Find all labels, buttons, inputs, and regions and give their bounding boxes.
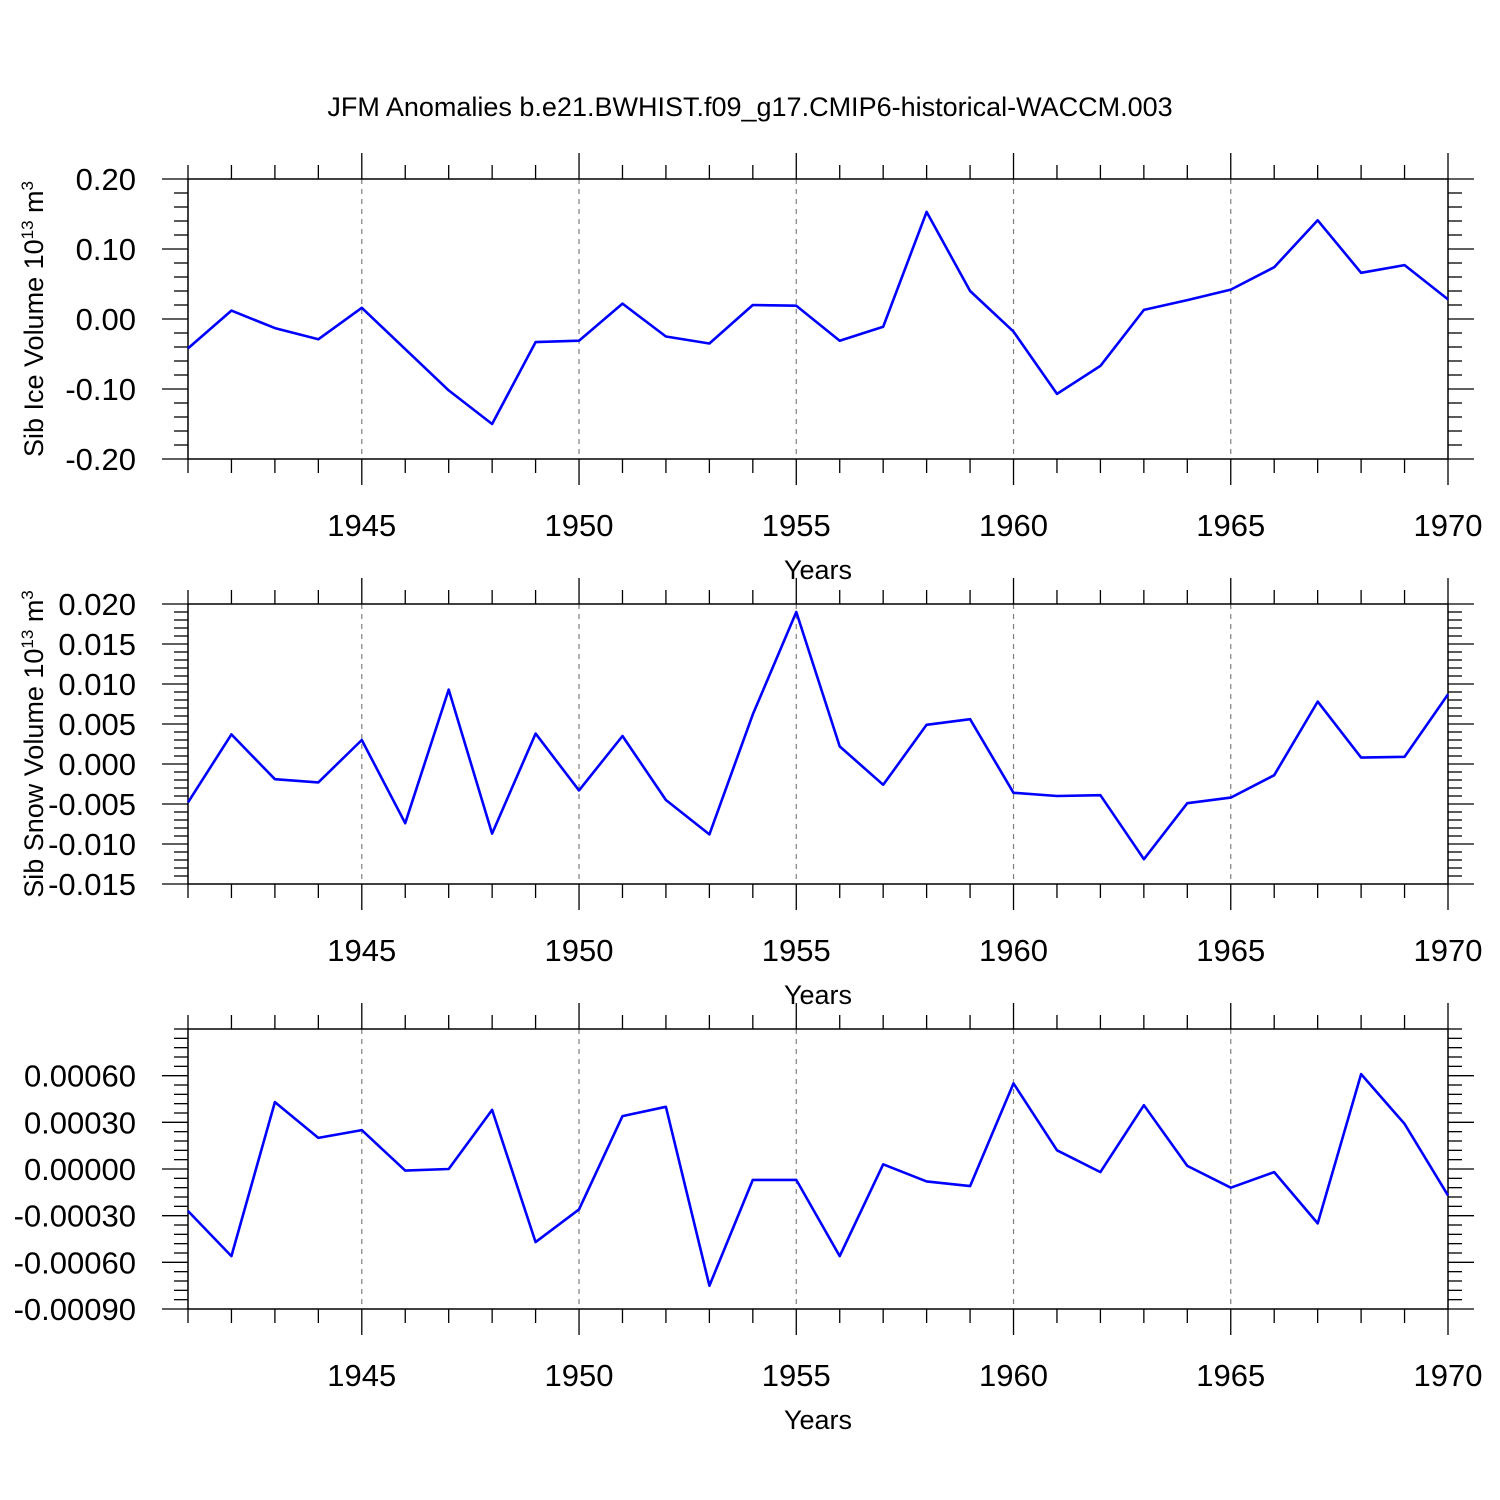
x-tick-label: 1970 bbox=[1414, 933, 1483, 968]
x-axis-label: Years bbox=[784, 980, 852, 1010]
plot-frame bbox=[187, 178, 1449, 460]
x-tick-label: 1970 bbox=[1414, 1358, 1483, 1393]
y-tick-label: 0.010 bbox=[58, 667, 136, 702]
y-tick-label: 0.00060 bbox=[24, 1059, 136, 1094]
y-tick-label: 0.10 bbox=[76, 232, 136, 267]
x-tick-label: 1945 bbox=[327, 508, 396, 543]
panel-snow-volume: 0.020 0.015 0.010 0.005 0.000 -0.005 -0.010 -0.… bbox=[18, 578, 1482, 1010]
x-tick-label: 1955 bbox=[762, 1358, 831, 1393]
x-tick-label: 1945 bbox=[327, 1358, 396, 1393]
x-axis-label: Years bbox=[784, 555, 852, 585]
series-line-third bbox=[187, 1072, 1450, 1287]
y-tick-label: -0.00060 bbox=[14, 1245, 136, 1280]
x-tick-label: 1950 bbox=[545, 1358, 614, 1393]
y-tick-label: -0.005 bbox=[48, 787, 136, 822]
y-tick-label: -0.015 bbox=[48, 867, 136, 902]
panel-third: 0.00060 0.00030 0.00000 -0.00030 -0.00060 -0.… bbox=[14, 1003, 1483, 1435]
x-tick-label: 1960 bbox=[979, 508, 1048, 543]
chart-panels: 0.20 0.10 0.00 -0.10 -0.20 1945 1950 1955 1960 19… bbox=[14, 153, 1483, 1435]
y-axis-label: Sib Snow Volume 1013 m3 bbox=[18, 590, 49, 898]
y-tick-label: -0.20 bbox=[65, 442, 136, 477]
series-line-snow-volume bbox=[186, 610, 1450, 861]
x-tick-label: 1945 bbox=[327, 933, 396, 968]
x-tick-label: 1960 bbox=[979, 1358, 1048, 1393]
series-line-ice-volume bbox=[187, 210, 1449, 426]
figure-title: JFM Anomalies b.e21.BWHIST.f09_g17.CMIP6… bbox=[327, 92, 1172, 122]
x-tick-label: 1965 bbox=[1196, 933, 1265, 968]
y-tick-label: -0.010 bbox=[48, 827, 136, 862]
y-tick-label: -0.10 bbox=[65, 372, 136, 407]
x-tick-label: 1950 bbox=[545, 933, 614, 968]
y-tick-label: 0.000 bbox=[58, 747, 136, 782]
x-tick-label: 1955 bbox=[762, 933, 831, 968]
x-tick-label: 1965 bbox=[1196, 508, 1265, 543]
y-tick-label: 0.00 bbox=[76, 302, 136, 337]
x-tick-label: 1955 bbox=[762, 508, 831, 543]
panel-ice-volume: 0.20 0.10 0.00 -0.10 -0.20 1945 1950 1955 1960 19… bbox=[18, 153, 1482, 585]
y-tick-label: 0.020 bbox=[58, 587, 136, 622]
y-tick-label: 0.20 bbox=[76, 162, 136, 197]
y-tick-label: 0.00000 bbox=[24, 1152, 136, 1187]
x-tick-label: 1965 bbox=[1196, 1358, 1265, 1393]
x-tick-label: 1960 bbox=[979, 933, 1048, 968]
y-tick-label: 0.00030 bbox=[24, 1105, 136, 1140]
x-tick-label: 1950 bbox=[545, 508, 614, 543]
y-axis-label: Sib Ice Volume 1013 m3 bbox=[18, 181, 49, 457]
y-tick-label: -0.00030 bbox=[14, 1199, 136, 1234]
y-tick-label: -0.00090 bbox=[14, 1292, 136, 1327]
plot-frame bbox=[187, 1028, 1449, 1310]
plot-frame bbox=[187, 603, 1449, 885]
y-tick-label: 0.015 bbox=[58, 627, 136, 662]
x-axis-label: Years bbox=[784, 1405, 852, 1435]
x-tick-label: 1970 bbox=[1414, 508, 1483, 543]
y-tick-label: 0.005 bbox=[58, 707, 136, 742]
